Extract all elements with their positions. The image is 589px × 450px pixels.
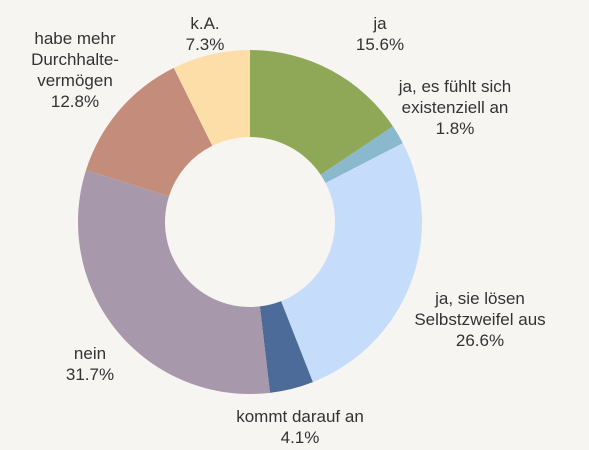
- value-label: 1.8%: [435, 119, 475, 138]
- value-label: 31.7%: [65, 365, 115, 384]
- donut-segment: [259, 301, 313, 393]
- donut-segment: [281, 143, 422, 383]
- segment-label: kommt darauf an 4.1%: [200, 406, 400, 448]
- segment-label: k.A. 7.3%: [165, 13, 245, 55]
- donut-segment: [78, 170, 270, 394]
- value-label: 12.8%: [50, 92, 100, 111]
- segment-label: habe mehr Durchhalte-vermögen 12.8%: [15, 28, 135, 112]
- category-label: kommt darauf an: [236, 407, 364, 426]
- category-label: ja, es fühlt sich existenziell an: [398, 77, 512, 117]
- category-label: nein: [73, 344, 107, 363]
- value-label: 26.6%: [455, 331, 505, 350]
- donut-segment: [250, 50, 393, 175]
- donut-segment: [320, 126, 403, 184]
- segment-label: ja 15.6%: [340, 13, 420, 55]
- value-label: 4.1%: [280, 428, 320, 447]
- value-label: 15.6%: [355, 35, 405, 54]
- category-label: k.A.: [190, 14, 220, 33]
- donut-segment: [173, 50, 250, 146]
- donut-segment: [86, 67, 213, 197]
- segment-label: nein 31.7%: [50, 343, 130, 385]
- segment-label: ja, sie lösen Selbstzweifel aus 26.6%: [395, 288, 565, 351]
- category-label: habe mehr Durchhalte-vermögen: [31, 29, 119, 90]
- category-label: ja, sie lösen Selbstzweifel aus: [414, 289, 546, 329]
- value-label: 7.3%: [185, 35, 225, 54]
- category-label: ja: [373, 14, 387, 33]
- segment-label: ja, es fühlt sich existenziell an 1.8%: [370, 76, 540, 139]
